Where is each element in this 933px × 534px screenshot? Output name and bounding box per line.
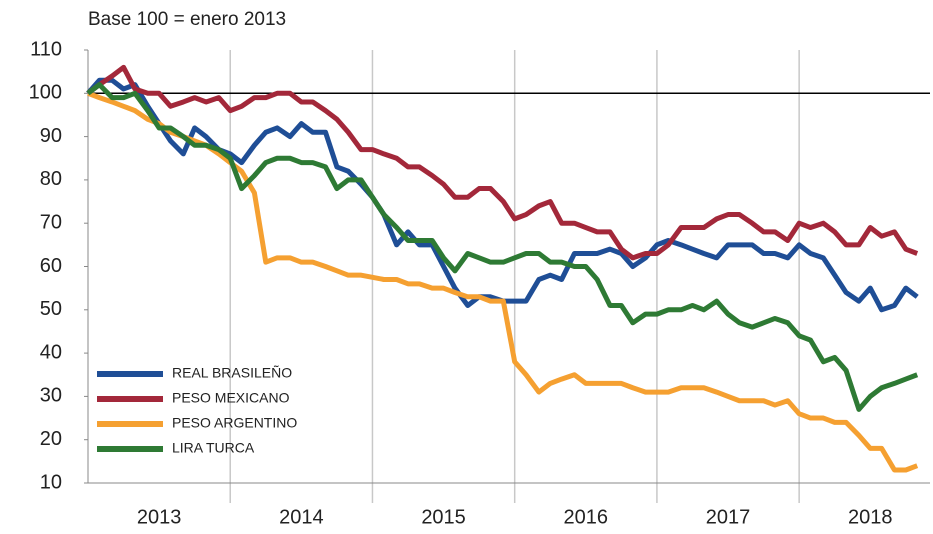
series-line [87,90,919,473]
y-tick-label: 100 [29,82,62,104]
y-tick-label: 20 [40,428,62,450]
y-tick-label: 10 [40,471,62,493]
series-line [86,77,919,313]
chart-subtitle: Base 100 = enero 2013 [88,9,286,30]
x-tick-label: 2017 [706,506,751,528]
y-tick-label: 40 [40,341,62,363]
x-tick-label: 2013 [137,506,182,528]
x-tick-label: 2016 [564,506,609,528]
legend-label: REAL BRASILEÑO [172,365,292,381]
x-tick-label: 2014 [279,506,324,528]
legend-label: PESO MEXICANO [172,390,290,406]
x-tick-label: 2018 [848,506,893,528]
y-tick-label: 50 [40,298,62,320]
y-tick-label: 110 [30,38,62,60]
y-tick-label: 80 [40,168,62,190]
legend-label: LIRA TURCA [172,440,255,456]
y-tick-label: 70 [40,211,62,233]
y-tick-label: 30 [40,385,62,407]
series-line [86,64,919,261]
legend-label: PESO ARGENTINO [172,415,297,431]
y-tick-label: 60 [40,255,62,277]
series-line [86,82,919,412]
y-tick-label: 90 [40,125,62,147]
x-tick-label: 2015 [421,506,466,528]
